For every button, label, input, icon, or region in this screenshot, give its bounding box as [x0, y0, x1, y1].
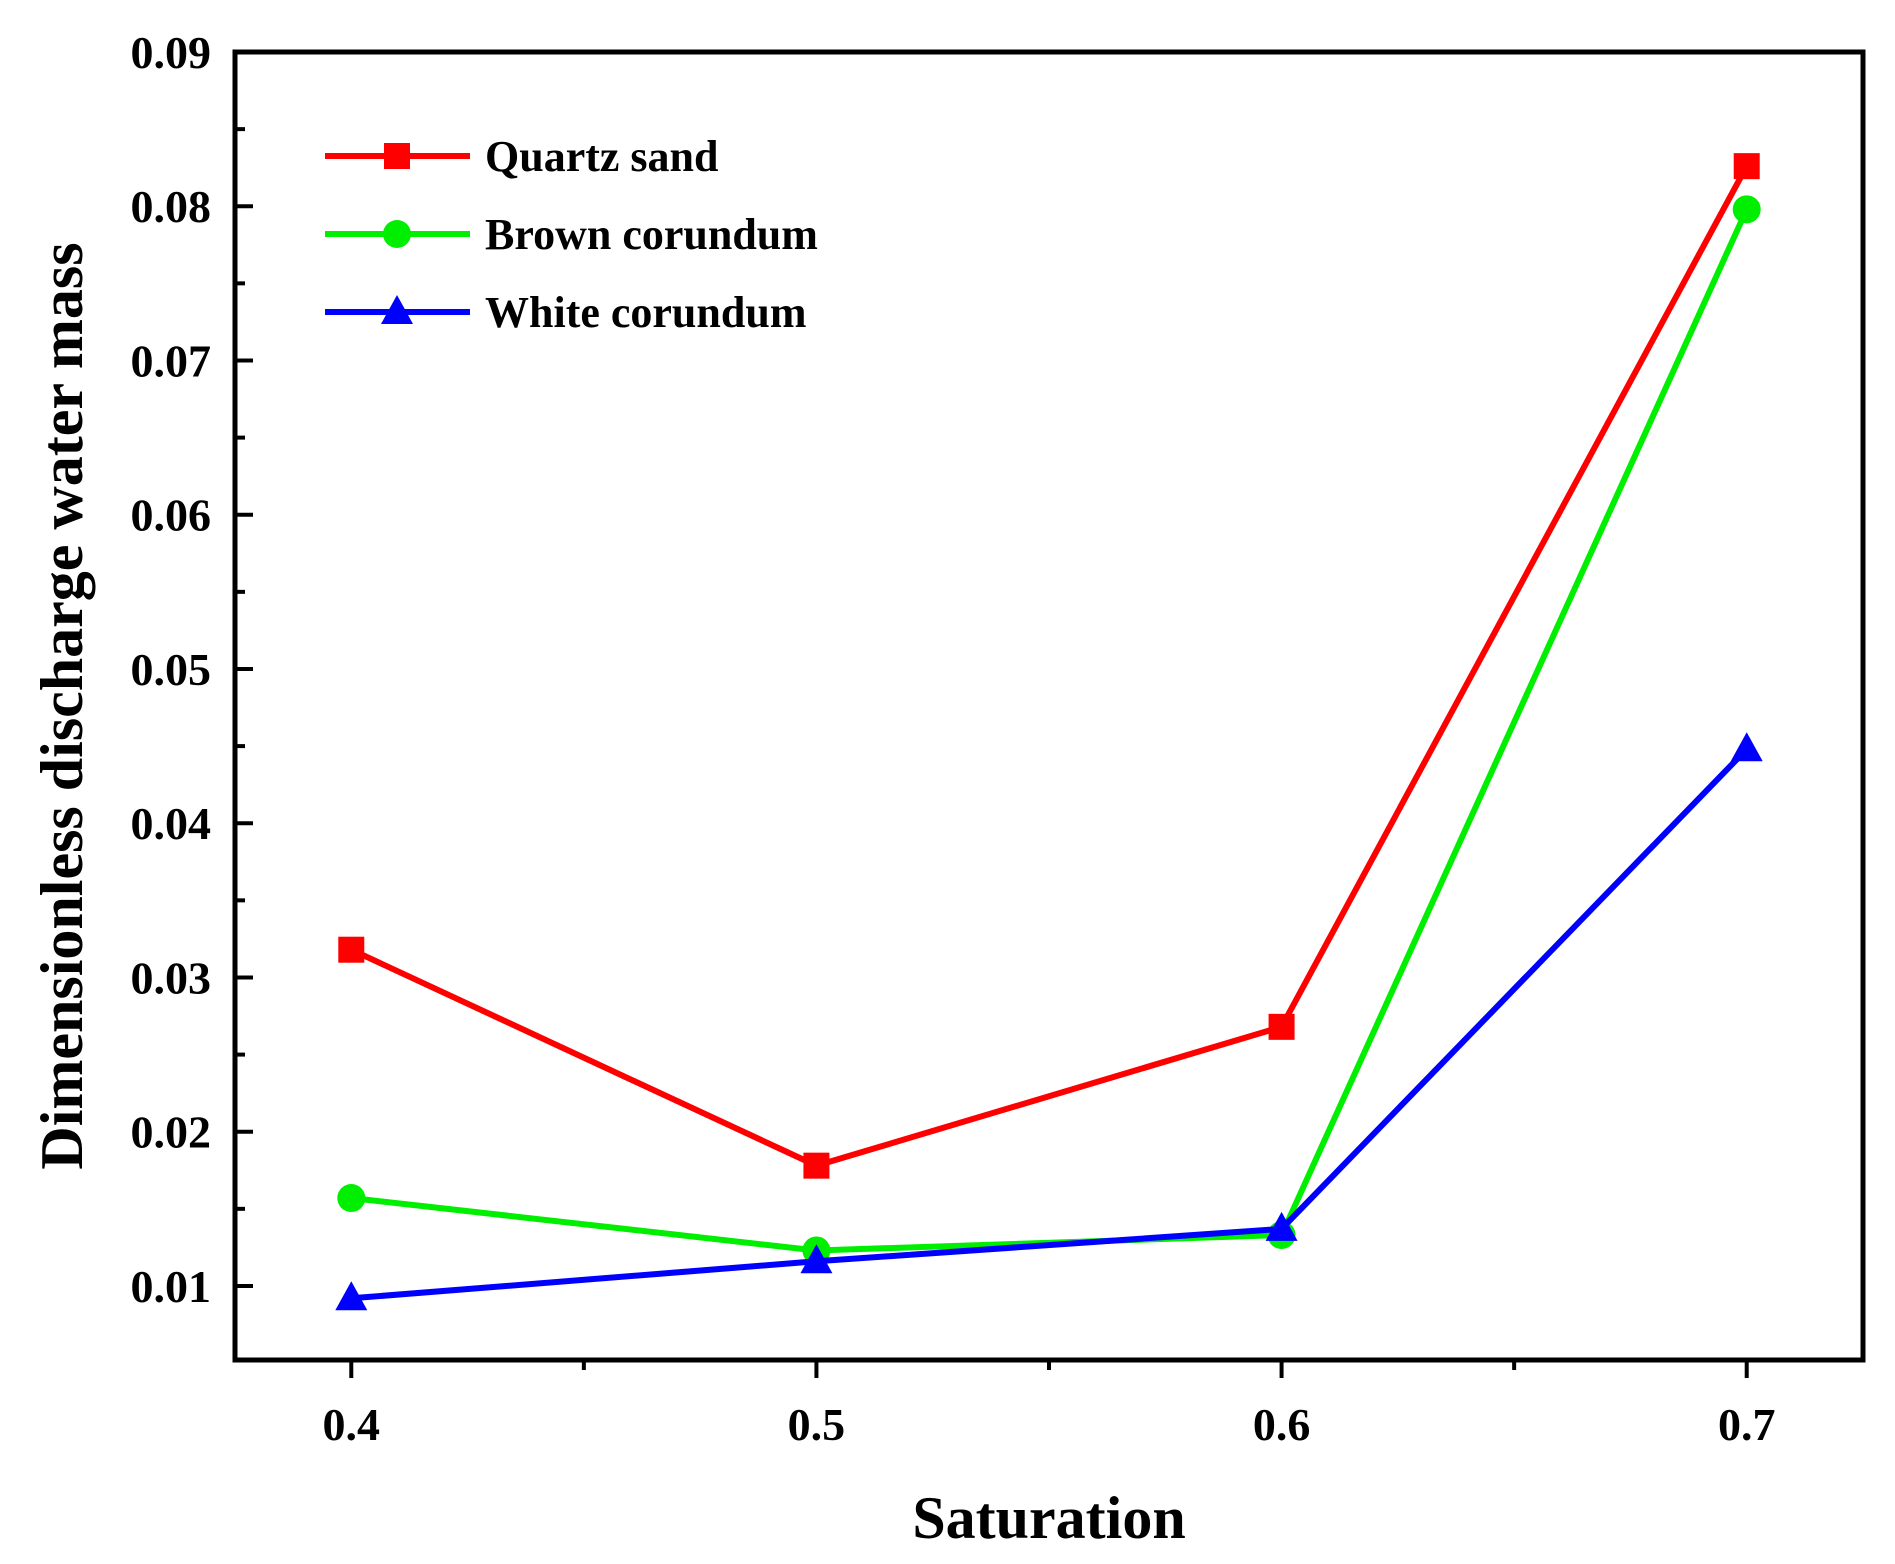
y-tick-label: 0.06 — [131, 490, 212, 541]
y-tick-label: 0.03 — [131, 952, 212, 1003]
x-axis: 0.4 0.5 0.6 0.7 — [323, 1360, 1776, 1450]
series-quartz-sand — [338, 153, 1760, 1179]
data-point — [1265, 1211, 1298, 1241]
legend-label: Brown corundum — [485, 210, 818, 259]
y-tick-label: 0.07 — [131, 335, 212, 386]
x-tick-label: 0.7 — [1718, 1399, 1776, 1450]
y-axis: 0.01 0.02 0.03 0.04 0.05 0.06 0.07 0.08 0.09 — [131, 27, 253, 1312]
data-point — [800, 1244, 833, 1274]
legend-marker — [381, 295, 413, 324]
x-tick-label: 0.5 — [788, 1399, 846, 1450]
y-tick-label: 0.09 — [131, 27, 212, 78]
legend-marker — [384, 143, 410, 169]
legend-marker — [383, 220, 411, 248]
y-tick-label: 0.04 — [131, 798, 212, 849]
legend-item: White corundum — [325, 288, 806, 337]
data-point — [1733, 153, 1760, 180]
y-tick-label: 0.08 — [131, 181, 212, 232]
legend-label: Quartz sand — [485, 132, 718, 181]
y-tick-label: 0.01 — [131, 1261, 212, 1312]
x-axis-title: Saturation — [912, 1485, 1185, 1551]
series-white-corundum — [335, 732, 1763, 1311]
legend: Quartz sand Brown corundum White corundum — [325, 132, 818, 337]
series-layer — [335, 153, 1763, 1311]
plot-frame — [232, 49, 1866, 1363]
data-point — [335, 1281, 368, 1311]
data-point — [1732, 195, 1761, 224]
y-axis-title: Dimensionless discharge water mass — [29, 242, 95, 1169]
y-tick-label: 0.02 — [131, 1107, 212, 1158]
x-tick-label: 0.6 — [1253, 1399, 1311, 1450]
data-point — [803, 1152, 830, 1179]
data-point — [338, 936, 365, 963]
series-line — [350, 164, 1750, 1169]
series-brown-corundum — [337, 195, 1761, 1265]
data-point — [1730, 732, 1763, 762]
legend-label: White corundum — [485, 288, 806, 337]
series-line — [351, 747, 1749, 1302]
legend-item: Quartz sand — [325, 132, 718, 181]
data-point — [1268, 1013, 1295, 1040]
data-point — [337, 1184, 366, 1213]
x-tick-label: 0.4 — [323, 1399, 381, 1450]
y-tick-label: 0.05 — [131, 644, 212, 695]
legend-item: Brown corundum — [325, 210, 818, 259]
